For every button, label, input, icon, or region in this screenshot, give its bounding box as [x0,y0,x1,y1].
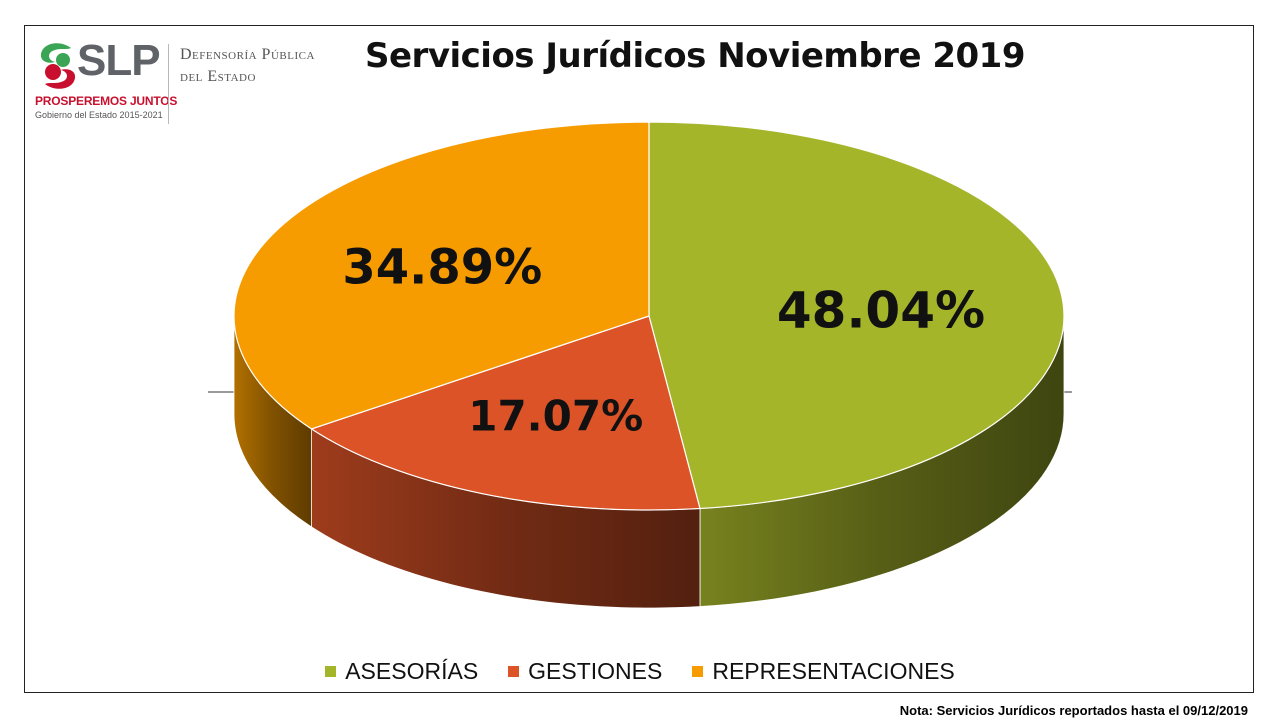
data-label-gestiones: 17.07% [468,392,643,441]
slice-asesorias [648,121,1065,510]
logo-org-line2: del Estado [180,68,256,85]
logo: SLP PROSPEREMOS JUNTOS Gobierno del Esta… [35,36,335,128]
legend-label: GESTIONES [528,658,663,684]
logo-org-line1: Defensoría Pública [180,46,315,63]
data-label-asesorias: 48.04% [777,281,985,339]
legend-swatch [325,666,337,677]
logo-brand: SLP [77,36,161,85]
data-label-representaciones: 34.89% [342,240,542,296]
legend-label: REPRESENTACIONES [712,658,955,684]
legend-swatch [508,666,520,677]
logo-divider [168,44,169,124]
legend-swatch [692,666,704,677]
chart-title: Servicios Jurídicos Noviembre 2019 [365,36,1025,76]
logo-org: Defensoría Pública del Estado [180,44,315,88]
legend-item-asesorias: ASESORÍAS [325,658,478,685]
slice-gestiones [310,315,701,511]
legend-item-representaciones: REPRESENTACIONES [692,658,955,685]
footnote: Nota: Servicios Jurídicos reportados has… [899,703,1248,718]
logo-slogan: PROSPEREMOS JUNTOS [35,94,178,108]
slp-emblem-icon [40,43,76,89]
legend-item-gestiones: GESTIONES [508,658,662,685]
slice-representaciones [233,121,650,430]
legend: ASESORÍAS GESTIONES REPRESENTACIONES [0,658,1280,685]
logo-government: Gobierno del Estado 2015-2021 [35,110,163,120]
legend-label: ASESORÍAS [345,658,479,684]
